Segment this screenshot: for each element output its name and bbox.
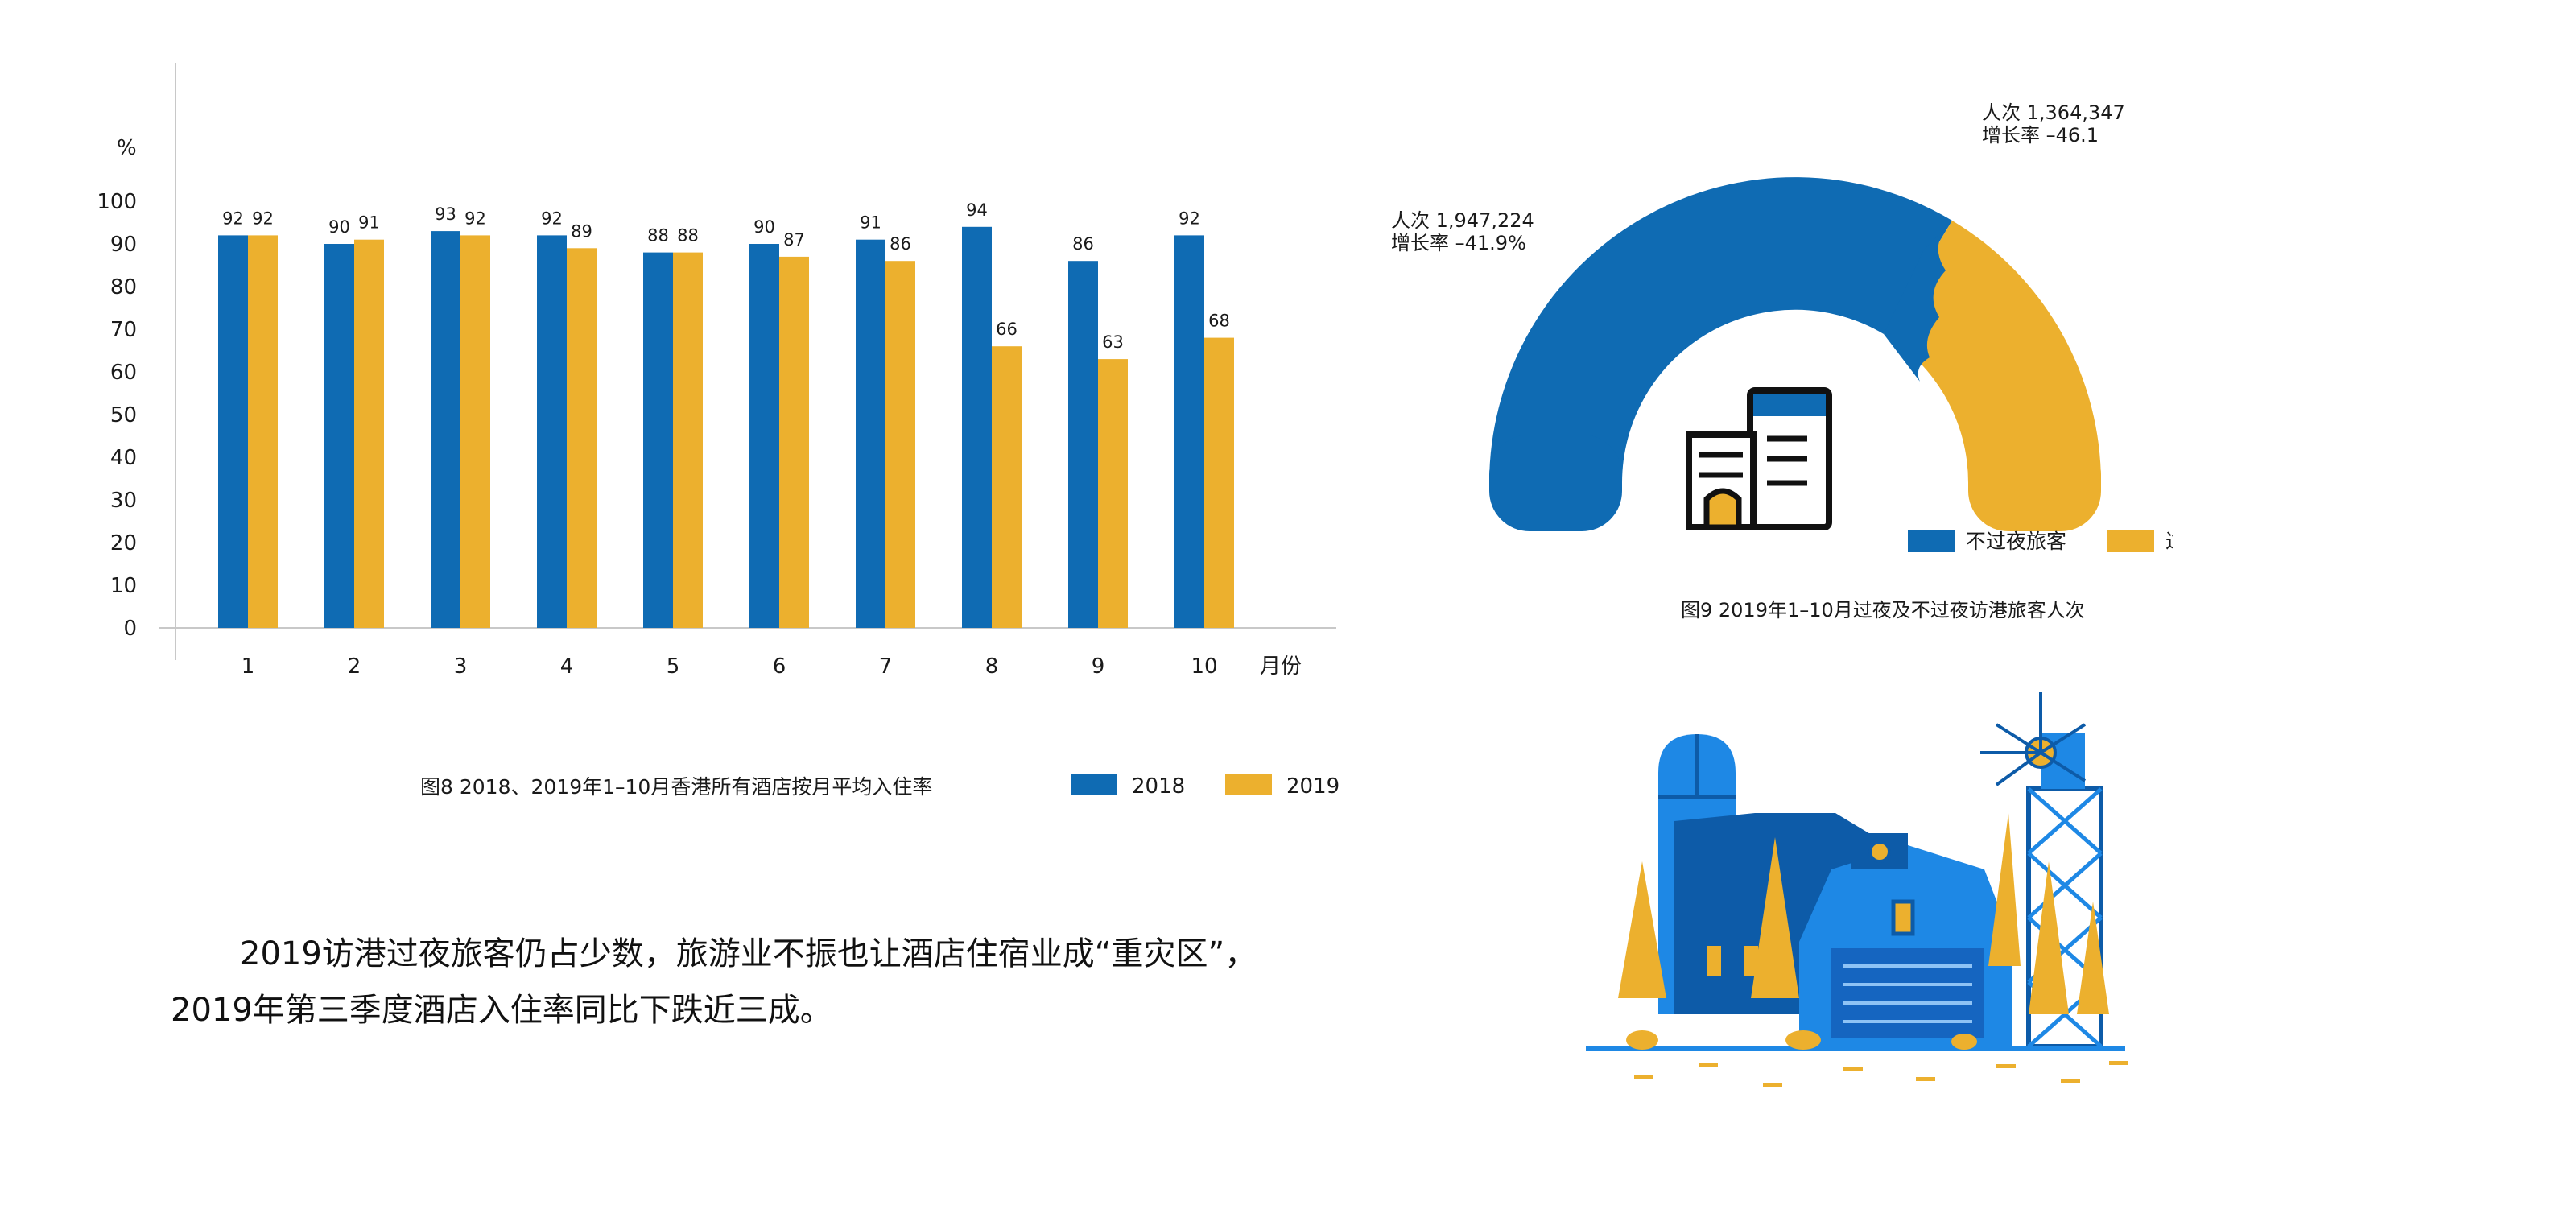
- y-tick-label: 80: [110, 275, 137, 299]
- y-tick-label: 30: [110, 489, 137, 513]
- bar-2018-9: [1068, 261, 1098, 628]
- bar-2018-2: [324, 244, 354, 628]
- bar-value-label: 92: [222, 208, 244, 228]
- bar-2019-5: [673, 252, 703, 628]
- x-axis-title: 月份: [1260, 654, 1302, 679]
- bar-value-label: 63: [1102, 332, 1124, 352]
- y-tick-label: 60: [110, 361, 137, 385]
- donut-foot-right: [1968, 435, 2101, 531]
- overnight-label-growth: 增长率 –46.1: [1982, 124, 2099, 147]
- bar-2019-2: [354, 239, 384, 628]
- legend: 2018 2019: [1071, 774, 1340, 799]
- legend-label-overnight: 过夜旅客: [2165, 530, 2174, 553]
- bar-value-label: 68: [1208, 312, 1230, 331]
- bar-value-label: 91: [358, 213, 380, 233]
- bar-value-label: 86: [1072, 234, 1094, 254]
- overnight-label-visits: 人次 1,364,347: [1982, 101, 2125, 124]
- tree-icon: [2077, 902, 2109, 1014]
- legend-label-daytrip: 不过夜旅客: [1966, 530, 2066, 553]
- article-line-1: 2019访港过夜旅客仍占少数，旅游业不振也让酒店住宿业成“重灾区”，: [240, 935, 1257, 972]
- daytrip-label-growth: 增长率 –41.9%: [1391, 232, 1526, 254]
- bar-value-label: 89: [571, 221, 592, 241]
- x-tick-label: 6: [773, 654, 786, 679]
- bar-2019-3: [460, 235, 490, 628]
- x-tick-label: 7: [879, 654, 893, 679]
- x-tick-label: 3: [454, 654, 468, 679]
- windmill-icon: [1980, 692, 2103, 1049]
- barn-icon: [1799, 833, 2013, 1046]
- bar-2018-7: [856, 239, 886, 628]
- bar-value-label: 93: [435, 204, 456, 224]
- bar-2019-4: [567, 248, 597, 628]
- bar-2019-9: [1098, 359, 1128, 628]
- y-axis-unit: %: [117, 136, 137, 160]
- bar-2018-4: [537, 235, 567, 628]
- bar-2018-1: [218, 235, 248, 628]
- bar-2018-3: [431, 231, 460, 628]
- tree-icon: [2029, 861, 2069, 1014]
- ground-shrubs: [1626, 1030, 2128, 1087]
- bar-2019-6: [779, 256, 809, 628]
- x-tick-label: 1: [242, 654, 255, 679]
- y-tick-label: 20: [110, 531, 137, 555]
- bar-value-label: 92: [252, 208, 274, 228]
- x-tick-label: 2: [348, 654, 361, 679]
- y-tick-label: 90: [110, 233, 137, 257]
- legend-swatch-2018: [1071, 774, 1117, 795]
- legend-label-2018: 2018: [1132, 774, 1185, 799]
- legend-label-2019: 2019: [1286, 774, 1340, 799]
- bar-value-label: 91: [860, 213, 881, 233]
- x-tick-label: 9: [1092, 654, 1105, 679]
- legend-swatch-overnight: [2107, 530, 2154, 552]
- legend-swatch-daytrip: [1908, 530, 1955, 552]
- donut-slice-overnight: [1884, 221, 2101, 483]
- tree-icon: [1618, 861, 1666, 998]
- bar-value-label: 92: [464, 208, 486, 228]
- donut-slice-daytrip: [1489, 177, 1952, 483]
- chart-title: 图8 2018、2019年1–10月香港所有酒店按月平均入住率: [420, 775, 932, 799]
- y-tick-label: 100: [97, 190, 137, 214]
- x-tick-label: 4: [560, 654, 574, 679]
- y-tick-label: 10: [110, 574, 137, 598]
- bar-2018-10: [1174, 235, 1204, 628]
- donut-seam: [1884, 221, 1952, 382]
- bar-2019-7: [886, 261, 915, 628]
- tree-icon: [1988, 813, 2021, 966]
- bar-value-label: 87: [783, 230, 805, 250]
- bar-value-label: 92: [541, 208, 563, 228]
- article-paragraph: 2019访港过夜旅客仍占少数，旅游业不振也让酒店住宿业成“重灾区”， 2019年…: [171, 926, 1330, 1038]
- x-tick-label: 10: [1191, 654, 1217, 679]
- hotel-building-icon: [1686, 387, 1832, 530]
- bar-value-label: 90: [328, 217, 350, 237]
- y-tick-label: 70: [110, 318, 137, 342]
- donut-chart-title: 图9 2019年1–10月过夜及不过夜访港旅客人次: [1681, 599, 2085, 621]
- y-tick-label: 50: [110, 403, 137, 427]
- bar-value-label: 92: [1179, 208, 1200, 228]
- x-tick-label: 8: [985, 654, 999, 679]
- half-donut-chart: 人次 1,947,224 增长率 –41.9% 人次 1,364,347 增长率…: [1391, 101, 2174, 621]
- daytrip-label-visits: 人次 1,947,224: [1391, 209, 1534, 232]
- farm-barn-silo-windmill-illustration: [1586, 692, 2128, 1087]
- bar-value-label: 88: [647, 226, 669, 246]
- y-tick-label: 0: [123, 617, 137, 641]
- bar-2019-10: [1204, 337, 1234, 628]
- x-tick-label: 5: [667, 654, 680, 679]
- bar-value-label: 88: [677, 226, 699, 246]
- article-line-2: 2019年第三季度酒店入住率同比下跌近三成。: [171, 992, 832, 1029]
- tree-icon: [1751, 837, 1799, 998]
- y-tick-label: 40: [110, 446, 137, 470]
- bar-value-label: 66: [996, 320, 1018, 339]
- bar-2019-8: [992, 346, 1022, 628]
- bar-value-label: 90: [753, 217, 775, 237]
- bar-value-label: 86: [890, 234, 911, 254]
- bar-2018-6: [749, 244, 779, 628]
- bar-2019-1: [248, 235, 278, 628]
- bar-2018-8: [962, 226, 992, 628]
- bar-2018-5: [643, 252, 673, 628]
- donut-foot-left: [1489, 435, 1622, 531]
- bar-value-label: 94: [966, 200, 988, 220]
- legend-swatch-2019: [1225, 774, 1272, 795]
